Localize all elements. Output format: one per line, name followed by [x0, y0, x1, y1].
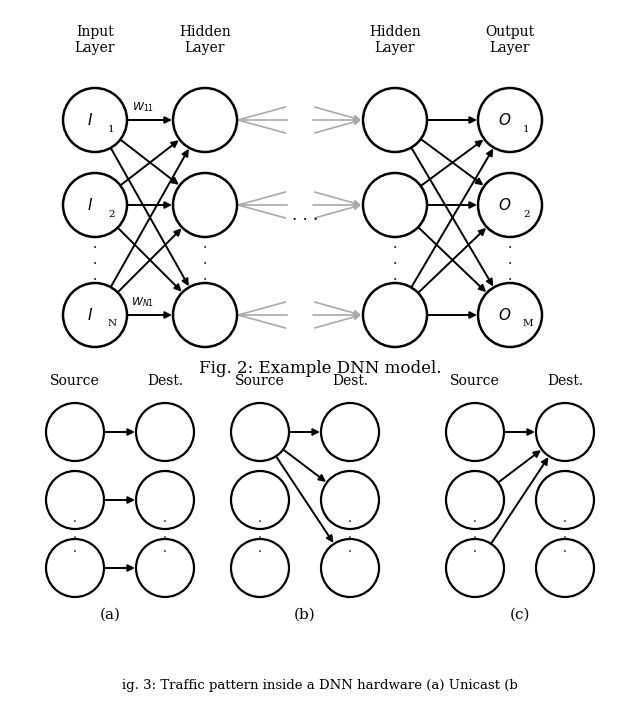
Text: Dest.: Dest. [547, 374, 583, 388]
Circle shape [231, 471, 289, 529]
Circle shape [173, 173, 237, 237]
Text: .
.
.: . . . [473, 513, 477, 555]
Text: 1: 1 [523, 124, 530, 133]
Text: $W_{N1}$: $W_{N1}$ [131, 295, 154, 309]
Circle shape [136, 539, 194, 597]
Circle shape [46, 403, 104, 461]
Circle shape [231, 403, 289, 461]
Circle shape [446, 539, 504, 597]
Circle shape [536, 403, 594, 461]
Text: .
.
.: . . . [348, 513, 352, 555]
Circle shape [136, 403, 194, 461]
Text: .
.
.: . . . [93, 237, 97, 283]
Circle shape [363, 283, 427, 347]
Text: Dest.: Dest. [332, 374, 368, 388]
Text: .
.
.: . . . [203, 237, 207, 283]
Circle shape [321, 539, 379, 597]
Text: $O$: $O$ [499, 112, 512, 128]
Text: (b): (b) [294, 608, 316, 622]
Circle shape [321, 403, 379, 461]
Circle shape [536, 471, 594, 529]
Text: Source: Source [235, 374, 285, 388]
Circle shape [231, 539, 289, 597]
Circle shape [478, 283, 542, 347]
Circle shape [63, 173, 127, 237]
Text: 2: 2 [523, 209, 530, 219]
Circle shape [46, 539, 104, 597]
Circle shape [363, 88, 427, 152]
Text: Output
Layer: Output Layer [485, 25, 534, 55]
Text: .
.
.: . . . [73, 513, 77, 555]
Text: $O$: $O$ [499, 197, 512, 213]
Text: $W_{11}$: $W_{11}$ [132, 100, 154, 114]
Text: Fig. 2: Example DNN model.: Fig. 2: Example DNN model. [199, 359, 441, 376]
Circle shape [173, 283, 237, 347]
Circle shape [536, 539, 594, 597]
Text: .
.
.: . . . [258, 513, 262, 555]
Circle shape [173, 88, 237, 152]
Text: Source: Source [450, 374, 500, 388]
Text: Hidden
Layer: Hidden Layer [369, 25, 421, 55]
Text: $I$: $I$ [87, 112, 93, 128]
Text: Hidden
Layer: Hidden Layer [179, 25, 231, 55]
Text: (a): (a) [99, 608, 120, 622]
Text: .
.
.: . . . [393, 237, 397, 283]
Text: M: M [523, 320, 534, 329]
Circle shape [446, 471, 504, 529]
Text: $O$: $O$ [499, 307, 512, 323]
Circle shape [63, 88, 127, 152]
Text: Input
Layer: Input Layer [75, 25, 115, 55]
Text: Dest.: Dest. [147, 374, 183, 388]
Circle shape [478, 173, 542, 237]
Circle shape [46, 471, 104, 529]
Circle shape [478, 88, 542, 152]
Text: ig. 3: Traffic pattern inside a DNN hardware (a) Unicast (b: ig. 3: Traffic pattern inside a DNN hard… [122, 679, 518, 692]
Text: (c): (c) [509, 608, 531, 622]
Text: N: N [108, 320, 117, 329]
Text: 1: 1 [108, 124, 115, 133]
Circle shape [136, 471, 194, 529]
Text: $I$: $I$ [87, 307, 93, 323]
Text: .
.
.: . . . [508, 237, 512, 283]
Text: .
.
.: . . . [563, 513, 567, 555]
Circle shape [63, 283, 127, 347]
Text: 2: 2 [108, 209, 115, 219]
Text: .
.
.: . . . [163, 513, 167, 555]
Circle shape [363, 173, 427, 237]
Text: Source: Source [50, 374, 100, 388]
Circle shape [446, 403, 504, 461]
Text: . . .: . . . [292, 207, 318, 224]
Text: $I$: $I$ [87, 197, 93, 213]
Circle shape [321, 471, 379, 529]
